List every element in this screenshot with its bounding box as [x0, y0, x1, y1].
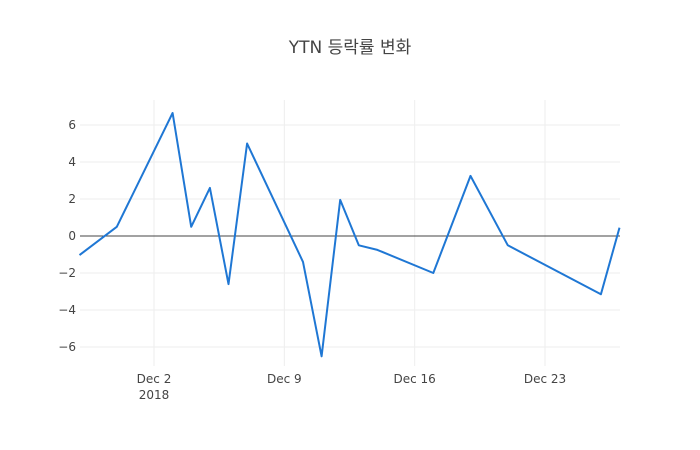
y-axis: 6 4 2 0 −2 −4 −6 — [58, 118, 76, 354]
y-tick-label: −2 — [58, 266, 76, 280]
x-tick-label: Dec 2 — [137, 372, 172, 386]
x-tick-year-label: 2018 — [139, 388, 170, 402]
x-tick-label: Dec 16 — [394, 372, 436, 386]
y-tick-label: −4 — [58, 303, 76, 317]
y-tick-label: 2 — [68, 192, 76, 206]
series-line — [78, 112, 621, 358]
x-tick-label: Dec 9 — [267, 372, 302, 386]
y-tick-label: 0 — [68, 229, 76, 243]
y-tick-label: 6 — [68, 118, 76, 132]
y-tick-label: −6 — [58, 340, 76, 354]
x-axis: Dec 2 2018 Dec 9 Dec 16 Dec 23 — [137, 372, 567, 402]
chart-title: YTN 등락률 변화 — [288, 38, 412, 58]
gridlines — [80, 100, 620, 366]
y-tick-label: 4 — [68, 155, 76, 169]
x-tick-label: Dec 23 — [524, 372, 566, 386]
